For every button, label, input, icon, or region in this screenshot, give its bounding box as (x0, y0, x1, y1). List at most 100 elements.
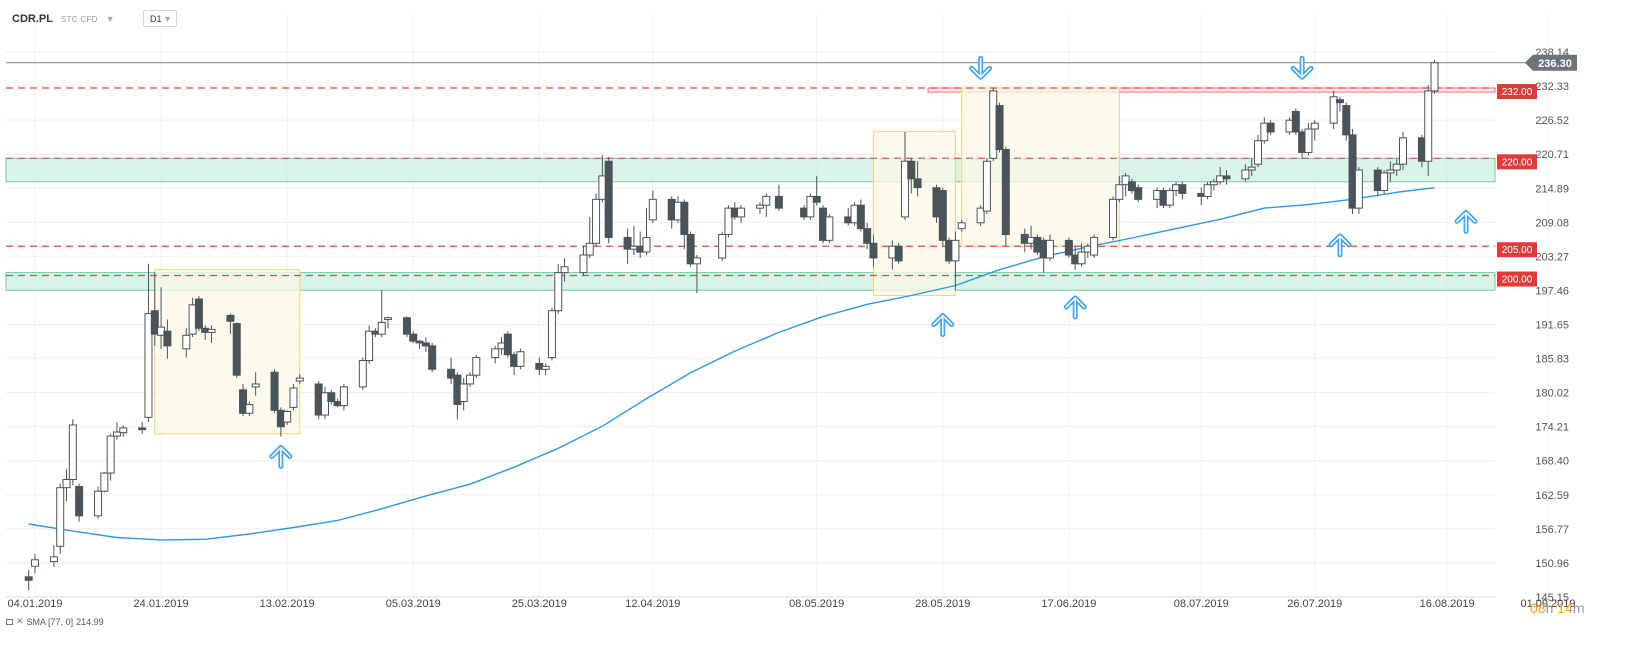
candle (718, 231, 727, 261)
candle (995, 102, 1004, 153)
candle-body (1134, 187, 1143, 200)
candle-body (402, 317, 411, 335)
symbol-name[interactable]: CDR.PL (12, 13, 53, 25)
arrow-inner (1292, 57, 1312, 79)
arrow-down-icon (969, 55, 993, 80)
candle-body (604, 160, 613, 238)
candle-body (1222, 175, 1231, 180)
candle-body (182, 334, 191, 350)
y-tick-label: 191.65 (1535, 319, 1569, 331)
x-tick-label: 12.04.2019 (625, 598, 680, 610)
candle-body (295, 377, 304, 382)
candle-body (856, 204, 865, 230)
signal-arrows (269, 55, 1478, 469)
timer-hours-unit: h (1545, 600, 1554, 616)
candle (295, 373, 304, 384)
candle (1178, 181, 1187, 200)
y-tick-label: 174.21 (1535, 422, 1569, 434)
close-icon[interactable]: ✕ (16, 616, 24, 626)
candle (245, 401, 254, 417)
arrow-up-icon (269, 444, 293, 469)
candle-body (1115, 184, 1124, 200)
candle-body (49, 556, 58, 563)
candle-body (1127, 181, 1136, 192)
arrow-inner (933, 314, 953, 336)
candle-body (976, 207, 985, 224)
last-price-badge (1525, 54, 1577, 71)
y-tick-label: 145.15 (1535, 592, 1569, 604)
candle (1241, 164, 1250, 182)
candle (1335, 96, 1344, 112)
arrow-inner (1330, 235, 1350, 256)
timeframe-value: D1 (150, 13, 162, 24)
candle (976, 205, 985, 226)
candle-body (112, 431, 121, 437)
level-badge (1497, 242, 1537, 258)
candle (1134, 184, 1143, 203)
candle-body (755, 204, 764, 209)
candle-body (1380, 172, 1389, 192)
candle-body (982, 160, 991, 212)
candle (623, 228, 632, 264)
arrow-inner (1065, 297, 1085, 318)
candle-body (459, 383, 468, 403)
candle-body (718, 234, 727, 259)
candle (1209, 178, 1218, 191)
candle (182, 328, 191, 358)
candle (100, 471, 109, 493)
time-axis[interactable]: 04.01.2019 24.01.2019 13.02.2019 05.03.2019… (7, 598, 1575, 610)
candle-body (1090, 236, 1099, 256)
y-tick-label: 150.96 (1535, 558, 1569, 570)
indicator-settings-icon[interactable] (6, 618, 13, 625)
candle-body (547, 310, 556, 359)
candle (648, 190, 657, 223)
arrow-down-icon (1290, 55, 1314, 80)
candle-body (150, 310, 159, 335)
candle-body (163, 330, 172, 347)
timer-minutes-unit: m (1572, 600, 1585, 616)
arrow-up-icon (1063, 295, 1087, 320)
candle-body (31, 559, 39, 567)
candle-body (207, 328, 216, 333)
candle-body (1247, 166, 1256, 171)
candle-body (957, 222, 966, 230)
candle (24, 569, 33, 591)
candle-body (1329, 96, 1338, 124)
candle (812, 175, 821, 206)
candle (1247, 158, 1256, 176)
candle-body (194, 298, 203, 329)
candle-body (692, 257, 701, 265)
candle-body (648, 198, 657, 221)
candle-body (68, 424, 77, 480)
candle (774, 184, 783, 212)
candle-body (428, 345, 437, 370)
y-tick-label: 156.77 (1535, 524, 1569, 536)
candle (94, 486, 103, 519)
chevron-down-icon[interactable]: ▼ (105, 14, 115, 24)
candle (894, 243, 903, 264)
support-zones (5, 87, 1496, 291)
level-badge (1497, 154, 1537, 170)
y-tick-label: 185.83 (1535, 354, 1569, 366)
indicator-legend: ✕ SMA [77, 0] 214.99 (6, 616, 104, 627)
timeframe-select[interactable]: D1 ▼ (143, 10, 177, 27)
candle-body (686, 234, 695, 265)
candle-body (1178, 184, 1187, 194)
candle-body (1335, 99, 1344, 104)
candle-body (724, 207, 733, 236)
candle (491, 345, 500, 364)
candle (112, 422, 121, 440)
x-tick-label: 25.03.2019 (512, 598, 567, 610)
candle-body (56, 487, 65, 547)
candle-body (774, 195, 783, 209)
candle-body (421, 342, 430, 347)
candle (585, 216, 594, 258)
candle (1392, 158, 1401, 176)
candle (541, 363, 550, 376)
x-tick-label: 08.07.2019 (1174, 598, 1229, 610)
candle-body (503, 333, 512, 356)
x-tick-label: 08.05.2019 (789, 598, 844, 610)
candle (1254, 134, 1263, 168)
price-axis[interactable]: 238.14232.33226.52220.71214.89209.08203.… (1535, 47, 1569, 604)
